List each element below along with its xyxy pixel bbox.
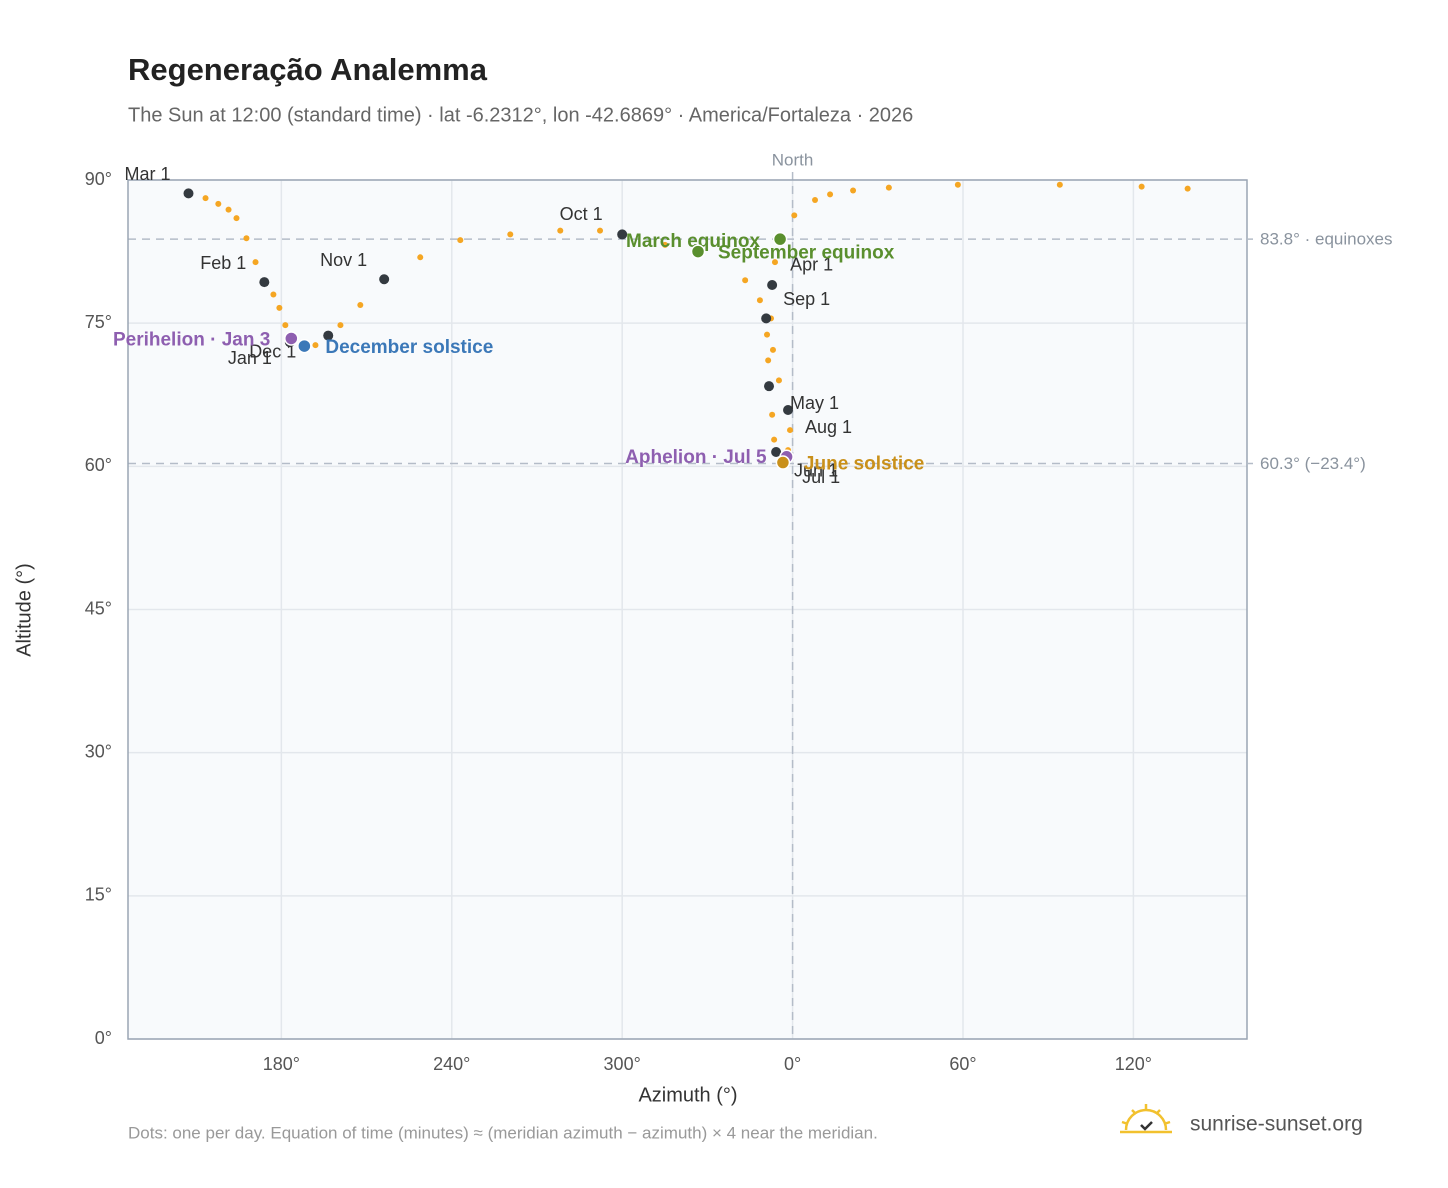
plot-border (127, 179, 1248, 1040)
day-dot (954, 181, 961, 188)
day-dot (282, 322, 289, 329)
meridian-label: North (772, 150, 814, 169)
day-dot (812, 197, 819, 204)
y-tick-label: 45° (85, 598, 112, 618)
chart-title: Regeneração Analemma (128, 52, 488, 87)
month-label: Jun 1 (794, 460, 838, 480)
day-dot (662, 241, 669, 248)
x-tick-label: 120° (1115, 1054, 1152, 1074)
day-dot (270, 291, 277, 298)
day-dot (243, 235, 250, 242)
month-marker (764, 381, 775, 392)
month-label: May 1 (790, 393, 839, 413)
day-dot (215, 200, 222, 207)
footnote: Dots: one per day. Equation of time (min… (128, 1123, 878, 1142)
month-marker (783, 405, 794, 416)
day-dot (357, 302, 364, 309)
y-tick-label: 75° (85, 312, 112, 332)
month-label: Dec 1 (249, 341, 296, 361)
month-label: Oct 1 (560, 204, 603, 224)
event-label: June solstice (804, 454, 924, 475)
month-marker (761, 313, 772, 324)
event-label: March equinox (626, 231, 761, 252)
month-marker (323, 330, 334, 341)
x-tick-label: 60° (949, 1054, 976, 1074)
month-label: Aug 1 (805, 417, 852, 437)
event-label: September equinox (718, 243, 895, 264)
y-tick-label: 60° (85, 455, 112, 475)
y-axis-label: Altitude (°) (13, 563, 35, 657)
day-dot (457, 237, 464, 244)
event-marker (775, 455, 791, 470)
day-dot (252, 259, 259, 266)
month-label: Jul 1 (802, 467, 840, 487)
reference-label: 60.3° (−23.4°) (1260, 454, 1366, 473)
day-dot (791, 212, 798, 219)
month-label: Nov 1 (320, 250, 367, 270)
y-tick-label: 0° (95, 1028, 112, 1048)
y-tick-label: 15° (85, 885, 112, 905)
day-dot (202, 195, 209, 202)
event-label: Perihelion · Jan 3 (113, 329, 270, 350)
y-tick-label: 30° (85, 741, 112, 761)
day-dot (337, 322, 344, 329)
month-marker (183, 188, 194, 199)
day-dot (597, 227, 604, 234)
day-dot (276, 304, 283, 311)
event-marker (297, 338, 312, 354)
day-dot (1056, 181, 1063, 188)
month-marker (771, 447, 782, 458)
day-dot (771, 436, 778, 443)
month-label: Apr 1 (790, 255, 833, 275)
x-tick-label: 0° (784, 1054, 801, 1074)
brand: sunrise-sunset.org (1190, 1113, 1363, 1136)
month-marker (617, 229, 628, 240)
day-dot (765, 357, 772, 364)
day-dot (775, 377, 782, 384)
day-dot (742, 277, 749, 284)
day-dot (417, 254, 424, 261)
event-marker (772, 231, 788, 247)
day-dot (827, 191, 834, 198)
month-label: Mar 1 (124, 164, 170, 184)
event-marker (284, 331, 299, 346)
month-label: Feb 1 (200, 253, 246, 273)
month-label: Jan 1 (228, 348, 272, 368)
day-dot (1138, 183, 1145, 190)
day-dot (769, 411, 776, 418)
event-label: Aphelion · Jul 5 (625, 447, 767, 468)
event-marker (690, 244, 706, 259)
chart-subtitle: The Sun at 12:00 (standard time) · lat -… (128, 104, 913, 126)
day-dot (507, 231, 514, 238)
month-marker (379, 274, 390, 285)
day-dot (233, 215, 240, 222)
x-tick-label: 180° (263, 1054, 300, 1074)
day-dot (225, 206, 232, 213)
x-axis-label: Azimuth (°) (638, 1084, 737, 1106)
day-dot (787, 427, 794, 434)
month-marker (259, 277, 270, 288)
day-dot (557, 227, 564, 234)
day-dot (771, 259, 778, 266)
event-label: December solstice (325, 337, 493, 358)
day-dot (1184, 185, 1191, 192)
day-dot (769, 346, 776, 353)
day-dot (850, 187, 857, 194)
day-dot (885, 184, 892, 191)
day-dot (312, 342, 319, 349)
y-tick-label: 90° (85, 169, 112, 189)
brand-logo (1120, 1104, 1172, 1134)
x-tick-label: 300° (604, 1054, 641, 1074)
day-dot (756, 297, 763, 304)
month-marker (767, 279, 778, 290)
reference-label: 83.8° · equinoxes (1260, 230, 1393, 249)
month-label: Sep 1 (783, 289, 830, 309)
day-dot (764, 331, 771, 338)
x-tick-label: 240° (433, 1054, 470, 1074)
